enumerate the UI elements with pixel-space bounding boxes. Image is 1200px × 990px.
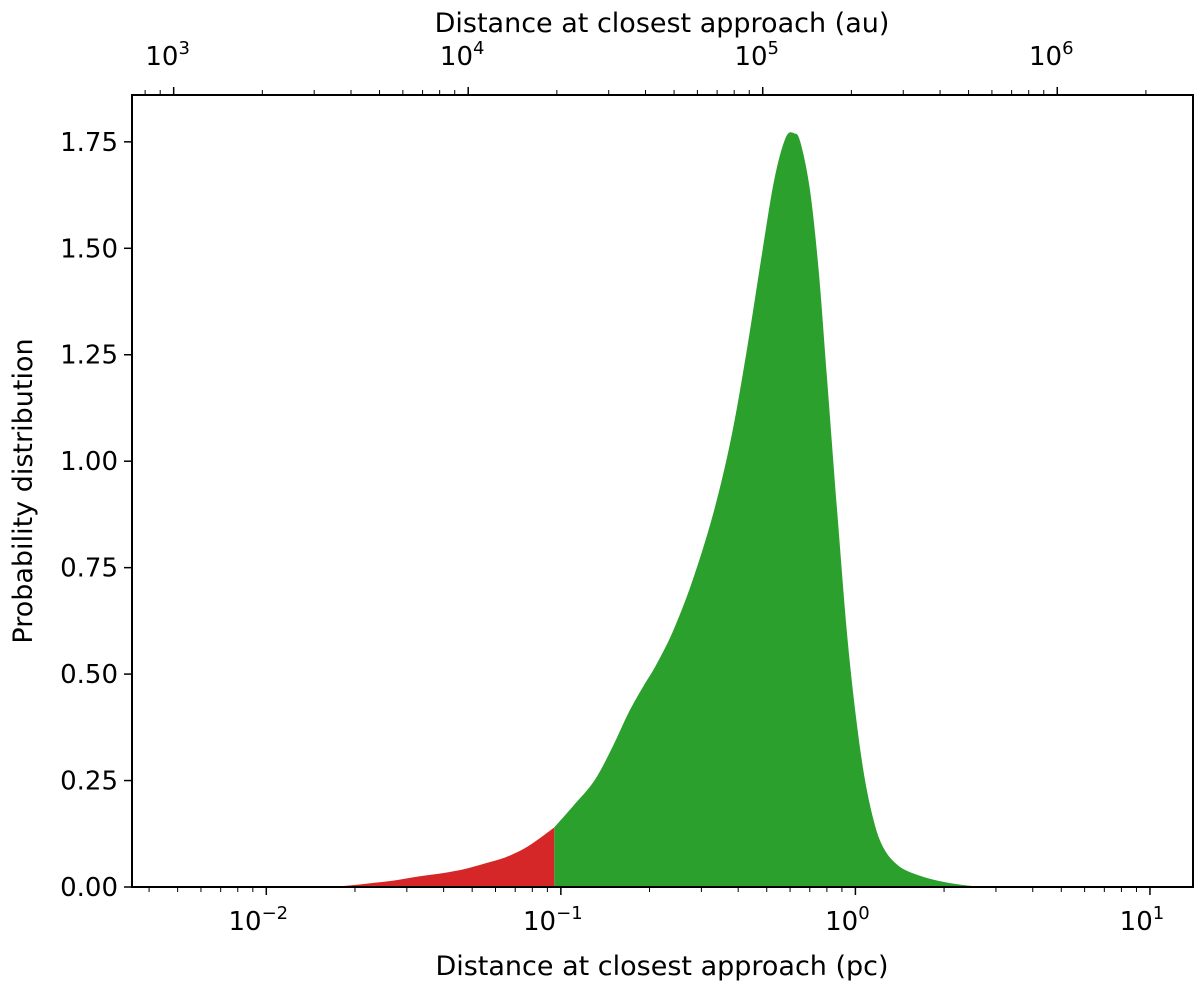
axes: 10−2 10−1 100 101 103 104 105 106 0.00 0.25 0.50 0.… bbox=[60, 38, 1194, 937]
y-tick-label: 1.25 bbox=[60, 341, 118, 371]
x2-tick-label: 103 bbox=[145, 38, 190, 72]
top-x-axis-title: Distance at closest approach (au) bbox=[435, 8, 890, 39]
area-fills bbox=[132, 132, 1193, 887]
y-tick-label: 1.00 bbox=[60, 447, 118, 477]
plot-frame bbox=[131, 94, 1194, 888]
x-tick-label: 101 bbox=[1120, 903, 1165, 937]
x-tick-label: 10−1 bbox=[523, 903, 583, 937]
y-axis-title: Probability distribution bbox=[8, 338, 39, 643]
y-tick-label: 0.50 bbox=[60, 660, 118, 690]
y-tick-label: 0.25 bbox=[60, 767, 118, 797]
y-tick-label: 1.75 bbox=[60, 128, 118, 158]
y-tick-label: 0.75 bbox=[60, 554, 118, 584]
x2-tick-label: 105 bbox=[734, 38, 779, 72]
y-tick-label: 1.50 bbox=[60, 234, 118, 264]
area-below-threshold bbox=[132, 827, 555, 887]
area-above-threshold bbox=[554, 132, 1193, 887]
x2-tick-label: 106 bbox=[1029, 38, 1074, 72]
y-tick-label: 0.00 bbox=[60, 873, 118, 903]
x2-tick-label: 104 bbox=[440, 38, 485, 72]
x-axis-title: Distance at closest approach (pc) bbox=[435, 951, 888, 982]
x-tick-label: 10−2 bbox=[228, 903, 288, 937]
x-tick-label: 100 bbox=[825, 903, 870, 937]
